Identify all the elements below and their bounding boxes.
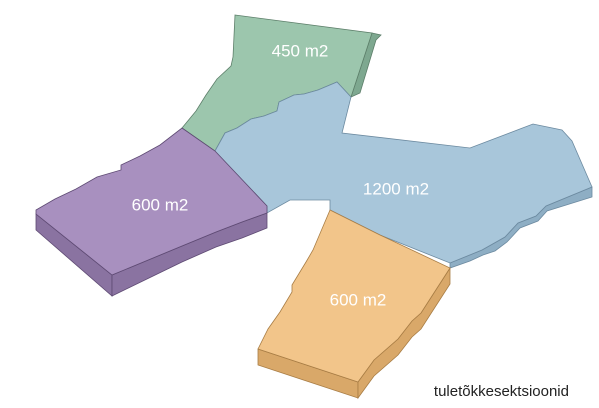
fire-section-orange: 600 m2 <box>257 209 451 400</box>
fire-section-green: 450 m2 <box>181 14 382 152</box>
fire-section-blue: 1200 m2 <box>214 81 593 269</box>
fire-section-orange-top <box>257 209 451 383</box>
fire-section-purple-top <box>35 127 268 276</box>
fire-section-blue-top <box>214 81 593 264</box>
zone-label-blue: 1200 m2 <box>363 179 429 198</box>
zone-label-purple: 600 m2 <box>132 195 189 214</box>
diagram-caption: tuletõkkesektsioonid <box>433 383 569 400</box>
zone-label-green: 450 m2 <box>272 41 329 60</box>
fire-section-purple: 600 m2 <box>35 127 268 297</box>
zone-label-orange: 600 m2 <box>330 290 387 309</box>
